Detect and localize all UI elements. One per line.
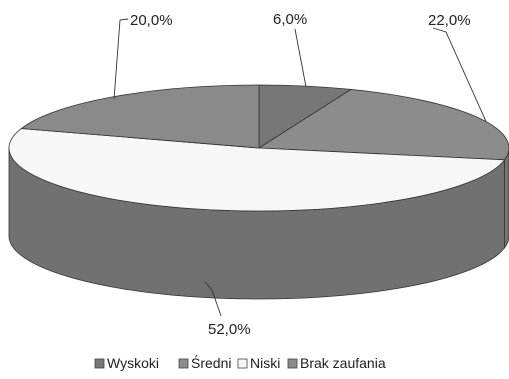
legend-swatch-sredni xyxy=(178,358,189,369)
legend-label-brak-zaufania: Brak zaufania xyxy=(300,355,386,371)
leader-line-sredni xyxy=(432,27,487,122)
legend: Wyskoki Średni Niski Brak zaufania xyxy=(94,354,386,371)
leader-line-niski xyxy=(204,281,222,317)
legend-swatch-niski xyxy=(237,358,248,369)
data-label-sredni: 22,0% xyxy=(428,12,471,29)
pie-slice-niski xyxy=(8,128,506,212)
data-label-brak-zaufania: 20,0% xyxy=(130,12,173,29)
legend-label-niski: Niski xyxy=(250,355,280,371)
pie-top-slices xyxy=(8,84,509,212)
data-label-niski: 52,0% xyxy=(208,321,251,338)
legend-label-wyskoki: Wyskoki xyxy=(107,355,159,371)
leader-line-brak-zaufania xyxy=(113,18,129,100)
legend-label-sredni: Średni xyxy=(191,354,231,371)
data-label-wyskoki: 6,0% xyxy=(273,11,307,28)
leader-lines xyxy=(113,18,487,317)
pie-slice-brak-zaufania xyxy=(20,84,260,149)
pie-side-sredni xyxy=(504,147,509,249)
legend-swatch-brak-zaufania xyxy=(287,358,298,369)
data-labels: 6,0% 22,0% 52,0% 20,0% xyxy=(130,11,471,338)
leader-line-wyskoki xyxy=(294,28,307,87)
legend-swatch-wyskoki xyxy=(94,358,105,369)
